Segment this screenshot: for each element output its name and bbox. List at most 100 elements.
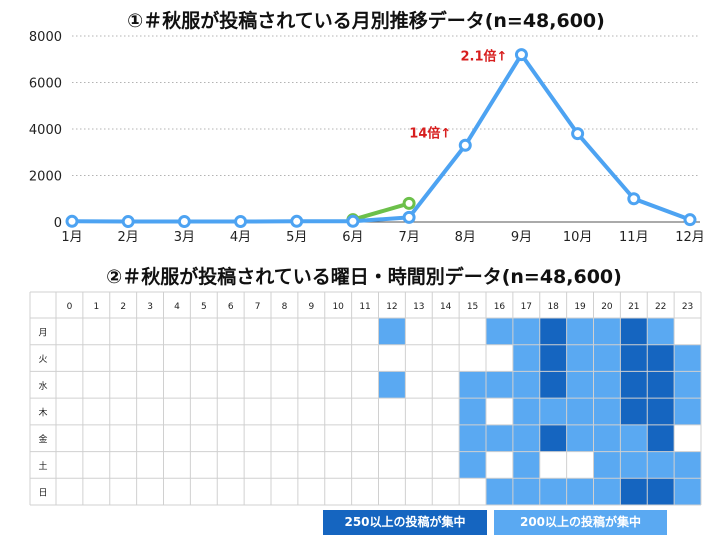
- growth-annotation: 14倍↑: [409, 125, 451, 141]
- heatmap-cell: [512, 344, 540, 372]
- x-tick-label: 2月: [118, 230, 139, 245]
- heatmap-cell: [512, 478, 540, 505]
- heatmap-cell: [539, 478, 567, 505]
- x-tick-label: 3月: [174, 230, 195, 245]
- heatmap-cell: [674, 478, 701, 505]
- y-tick-label: 4000: [29, 123, 62, 138]
- heatmap-cell: [539, 398, 567, 425]
- weekday-label: 日: [38, 488, 47, 499]
- weekday-label: 火: [38, 354, 47, 365]
- hour-label: 0: [67, 302, 73, 312]
- heatmap-cell: [459, 424, 486, 452]
- heatmap-cell: [539, 344, 567, 372]
- heatmap-cell: [593, 424, 621, 452]
- hour-label: 16: [494, 302, 506, 312]
- heatmap-cell: [459, 371, 486, 399]
- hour-label: 12: [386, 302, 397, 312]
- data-point: [290, 214, 304, 228]
- heatmap-cell: [647, 424, 675, 452]
- weekday-label: 金: [38, 433, 47, 445]
- heatmap-cell: [593, 344, 621, 372]
- hour-label: 11: [359, 302, 370, 312]
- hour-label: 22: [655, 302, 666, 312]
- heatmap-cell: [486, 371, 513, 399]
- legend-250-plus: 250以上の投稿が集中: [323, 510, 487, 535]
- heatmap-cell: [378, 318, 406, 345]
- y-tick-label: 0: [54, 216, 62, 231]
- data-point: [402, 196, 416, 210]
- heatmap-cell: [620, 318, 648, 345]
- data-point: [177, 215, 191, 229]
- heatmap-cell: [512, 371, 540, 399]
- heatmap-cell: [674, 371, 701, 399]
- heatmap-cell: [566, 318, 594, 345]
- data-point: [683, 213, 697, 227]
- heatmap-cell: [620, 398, 648, 425]
- heatmap-cell: [539, 371, 567, 399]
- heatmap-cell: [647, 318, 675, 345]
- data-point: [402, 210, 416, 224]
- data-point: [346, 214, 360, 228]
- hour-label: 1: [93, 302, 99, 312]
- x-tick-label: 6月: [342, 230, 363, 245]
- heatmap-cell: [620, 344, 648, 372]
- hour-label: 20: [601, 302, 613, 312]
- heatmap-cell: [566, 424, 594, 452]
- series-line: [71, 52, 691, 224]
- weekday-label: 水: [38, 380, 47, 392]
- hour-label: 5: [201, 302, 207, 312]
- heatmap-cell: [674, 344, 701, 372]
- heatmap-cell: [486, 478, 513, 505]
- hour-label: 10: [332, 302, 344, 312]
- hour-label: 21: [628, 302, 639, 312]
- heatmap-cell: [647, 478, 675, 505]
- heatmap-cell: [512, 424, 540, 452]
- heatmap-cell: [593, 451, 621, 479]
- line-chart-title: ①＃秋服が投稿されている月別推移データ(n=48,600): [127, 10, 605, 32]
- hour-label: 14: [440, 302, 452, 312]
- weekday-label: 土: [38, 460, 47, 472]
- heatmap-cell: [459, 451, 486, 479]
- heatmap-cell: [674, 451, 701, 479]
- hour-label: 9: [308, 302, 314, 312]
- hour-label: 4: [174, 302, 180, 312]
- heatmap-cell: [647, 371, 675, 399]
- heatmap-cell: [647, 398, 675, 425]
- x-tick-label: 10月: [563, 230, 593, 245]
- series-line: [352, 201, 410, 222]
- heatmap-cell: [566, 478, 594, 505]
- y-tick-label: 6000: [29, 77, 62, 92]
- hour-label: 15: [467, 302, 478, 312]
- hour-label: 17: [521, 302, 532, 312]
- x-tick-label: 1月: [61, 230, 82, 245]
- x-tick-label: 11月: [619, 230, 649, 245]
- data-point: [514, 48, 528, 62]
- heatmap-cell: [512, 398, 540, 425]
- legend-200-plus: 200以上の投稿が集中: [494, 510, 667, 535]
- data-point: [571, 127, 585, 141]
- heatmap-cell: [459, 398, 486, 425]
- hour-label: 2: [120, 302, 126, 312]
- data-point: [65, 214, 79, 228]
- data-point: [458, 138, 472, 152]
- hour-label: 19: [574, 302, 586, 312]
- heatmap-cell: [512, 318, 540, 345]
- heatmap-cell: [593, 478, 621, 505]
- heatmap-cell: [647, 451, 675, 479]
- x-tick-label: 7月: [398, 230, 419, 245]
- x-tick-label: 9月: [511, 230, 532, 245]
- data-point: [234, 215, 248, 229]
- x-tick-label: 12月: [675, 230, 705, 245]
- heatmap-cell: [566, 344, 594, 372]
- hour-label: 13: [413, 302, 424, 312]
- hour-label: 8: [282, 302, 288, 312]
- growth-annotation: 2.1倍↑: [461, 49, 508, 65]
- heatmap-title: ②＃秋服が投稿されている曜日・時間別データ(n=48,600): [106, 266, 622, 288]
- heatmap-cell: [620, 371, 648, 399]
- heatmap-cell: [486, 318, 513, 345]
- hour-label: 23: [682, 302, 693, 312]
- hour-label: 18: [547, 302, 559, 312]
- hour-label: 7: [255, 302, 261, 312]
- heatmap-cell: [674, 398, 701, 425]
